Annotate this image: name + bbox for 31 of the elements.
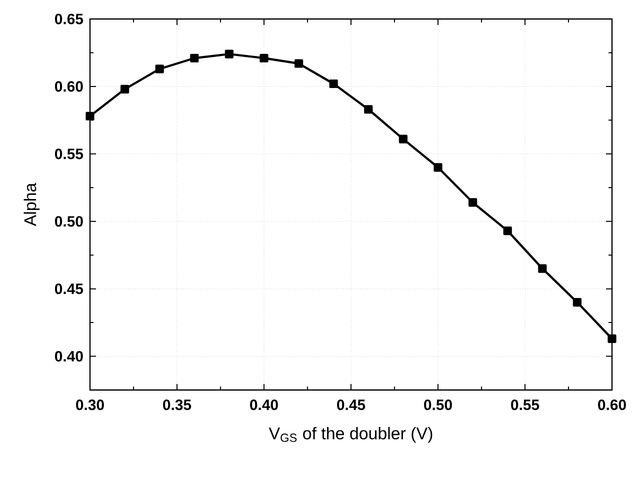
x-tick-label: 0.35 bbox=[163, 400, 192, 410]
point bbox=[572, 298, 582, 307]
y-tick-label: 0.50 bbox=[54, 216, 83, 227]
point bbox=[434, 163, 442, 172]
point bbox=[398, 134, 408, 144]
point bbox=[224, 50, 234, 58]
point bbox=[538, 264, 547, 273]
x-tick-label: 0.40 bbox=[250, 400, 278, 410]
x-tick-label: 0.45 bbox=[337, 400, 366, 410]
point bbox=[86, 112, 94, 120]
point bbox=[294, 59, 304, 68]
x-tick-label: 0.30 bbox=[76, 400, 104, 410]
point bbox=[120, 84, 130, 94]
x-tick-label: 0.60 bbox=[598, 400, 626, 410]
y-axis-title: Alpha bbox=[24, 182, 40, 226]
point bbox=[155, 64, 164, 74]
y-tick-label: 0.45 bbox=[54, 284, 84, 294]
y-tick-label: 0.65 bbox=[54, 14, 84, 24]
y-tick-label: 0.60 bbox=[54, 81, 83, 92]
point bbox=[260, 54, 268, 62]
x-axis-title: V$_{GS}$ of the doubler (V) bbox=[268, 426, 432, 443]
point bbox=[468, 198, 478, 207]
x-tick-label: 0.50 bbox=[424, 400, 452, 410]
point bbox=[329, 79, 338, 88]
point bbox=[503, 226, 512, 236]
x-tick-label: 0.55 bbox=[511, 400, 540, 410]
point bbox=[190, 54, 199, 62]
y-tick-label: 0.40 bbox=[54, 350, 83, 362]
point bbox=[364, 105, 373, 114]
point bbox=[608, 334, 616, 344]
y-tick-label: 0.55 bbox=[54, 148, 84, 160]
